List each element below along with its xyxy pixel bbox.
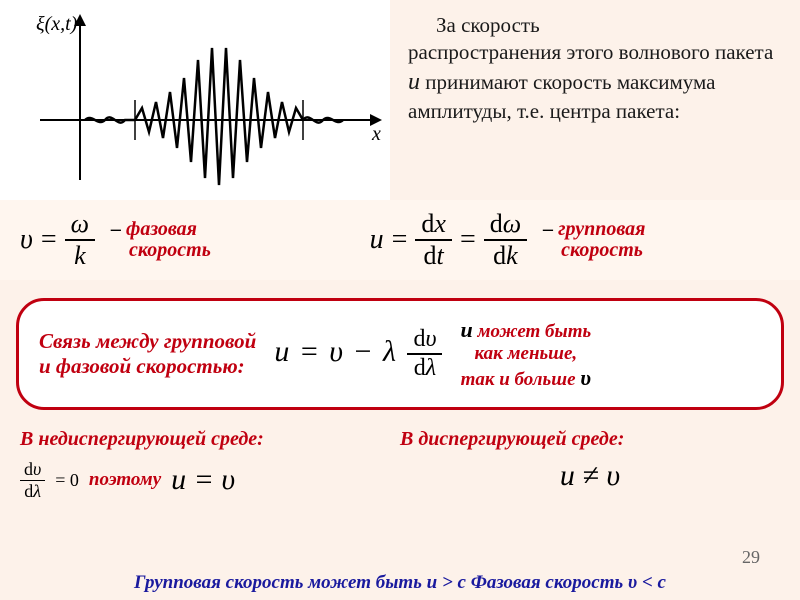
relation-title: Связь между групповой и фазовой скорость… bbox=[39, 329, 256, 379]
plot-xlabel: x bbox=[371, 123, 381, 145]
group-lhs: u bbox=[370, 224, 384, 256]
wave-packet-plot: ξ(x,t) x bbox=[0, 0, 390, 200]
phase-label: – фазовая скорость bbox=[111, 219, 211, 261]
relation-box: Связь между групповой и фазовой скорость… bbox=[16, 298, 784, 410]
intro-text: За скорость распространения этого волнов… bbox=[390, 0, 800, 200]
relation-equation: u = υ − λ dυ dλ bbox=[274, 326, 442, 382]
nondisp-result: u = υ bbox=[171, 463, 235, 497]
page-number: 29 bbox=[742, 547, 760, 568]
nondispersive-block: В недиспергирующей среде: dυ dλ = 0 поэт… bbox=[20, 428, 400, 502]
disp-result: u ≠ υ bbox=[560, 459, 620, 492]
disp-heading: В диспергирующей среде: bbox=[400, 428, 780, 451]
group-label: – групповая скорость bbox=[543, 219, 645, 261]
phase-frac: ω k bbox=[65, 209, 95, 271]
velocity-row: υ = ω k – фазовая скорость u = dxdt = dω… bbox=[0, 200, 800, 280]
dispersive-block: В диспергирующей среде: u ≠ υ bbox=[400, 428, 780, 502]
footer-note: Групповая скорость может быть u > c Фазо… bbox=[0, 572, 800, 594]
phase-lhs: υ bbox=[20, 224, 33, 256]
nondisp-heading: В недиспергирующей среде: bbox=[20, 428, 400, 451]
relation-note: u может быть как меньше, так и больше υ bbox=[460, 317, 591, 391]
plot-ylabel: ξ(x,t) bbox=[36, 13, 78, 35]
